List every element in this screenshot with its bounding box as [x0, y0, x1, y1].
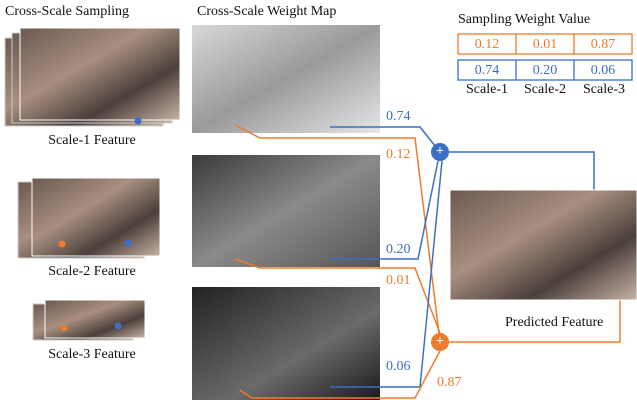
weight-label: 0.01 — [386, 273, 411, 288]
plus: + — [436, 334, 444, 349]
weight-map — [192, 155, 380, 267]
column-label: Scale-2 — [524, 82, 566, 97]
header: Cross-Scale Sampling — [5, 4, 129, 19]
predicted-image — [450, 190, 637, 300]
plus: + — [436, 144, 444, 159]
table-cell: 0.74 — [475, 63, 500, 78]
feature-label: Scale-2 Feature — [48, 264, 135, 279]
column-label: Scale-1 — [466, 82, 508, 97]
weight-map — [192, 287, 380, 400]
feature-label: Scale-3 Feature — [48, 347, 135, 362]
weight-label: 0.74 — [386, 109, 411, 124]
scale3-stack — [33, 300, 145, 340]
figure: Cross-Scale Sampling Cross-Scale Weight … — [0, 0, 637, 400]
weight-map — [192, 25, 380, 133]
table-cell: 0.20 — [533, 63, 558, 78]
weight-label: 0.06 — [386, 359, 411, 374]
feature-label: Scale-1 Feature — [48, 133, 135, 148]
scale2-stack — [18, 178, 160, 258]
weight-label: 0.87 — [437, 375, 462, 390]
output-label: Predicted Feature — [505, 315, 603, 330]
weight-label: 0.20 — [386, 242, 411, 257]
header: Cross-Scale Weight Map — [197, 4, 336, 19]
table-cell: 0.06 — [591, 63, 616, 78]
table-cell: 0.01 — [533, 37, 558, 52]
table-cell: 0.12 — [475, 37, 500, 52]
column-label: Scale-3 — [583, 82, 625, 97]
table-title: Sampling Weight Value — [458, 12, 590, 27]
scale1-stack — [5, 28, 180, 126]
table-cell: 0.87 — [591, 37, 616, 52]
weight-label: 0.12 — [386, 147, 411, 162]
